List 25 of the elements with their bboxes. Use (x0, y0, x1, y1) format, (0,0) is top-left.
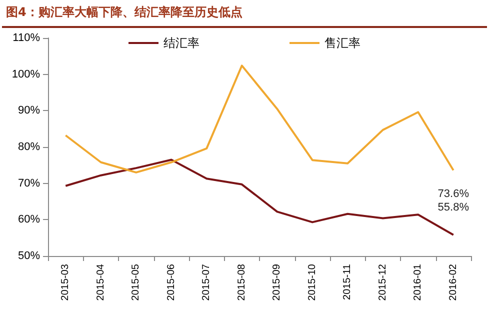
x-tick-label: 2015-10 (306, 264, 318, 301)
data-label: 55.8% (438, 201, 470, 214)
x-tick-label: 2015-11 (342, 264, 354, 300)
legend-label: 结汇率 (164, 36, 200, 50)
legend-label: 售汇率 (324, 36, 360, 50)
x-tick-label: 2015-03 (60, 264, 72, 301)
y-tick-label: 80% (18, 141, 40, 153)
x-tick-label: 2015-06 (166, 264, 177, 301)
chart-title: 图4：购汇率大幅下降、结汇率降至历史低点 (6, 4, 242, 21)
y-tick-label: 70% (18, 177, 40, 190)
x-tick-label: 2015-04 (95, 264, 106, 301)
y-tick-label: 50% (18, 250, 40, 262)
y-tick-label: 110% (12, 32, 40, 44)
x-tick-label: 2015-09 (272, 264, 283, 301)
data-label: 73.6% (438, 188, 470, 200)
y-tick-label: 60% (18, 214, 40, 226)
x-tick-label: 2016-01 (412, 264, 424, 301)
x-tick-label: 2015-12 (377, 264, 388, 301)
x-tick-label: 2015-07 (201, 264, 212, 301)
y-tick-label: 100% (12, 68, 40, 80)
x-tick-label: 2015-08 (236, 264, 248, 301)
x-tick-label: 2015-05 (130, 264, 142, 301)
line-series (64, 64, 454, 174)
x-tick-label: 2016-02 (448, 264, 459, 301)
y-tick-label: 90% (18, 104, 40, 117)
